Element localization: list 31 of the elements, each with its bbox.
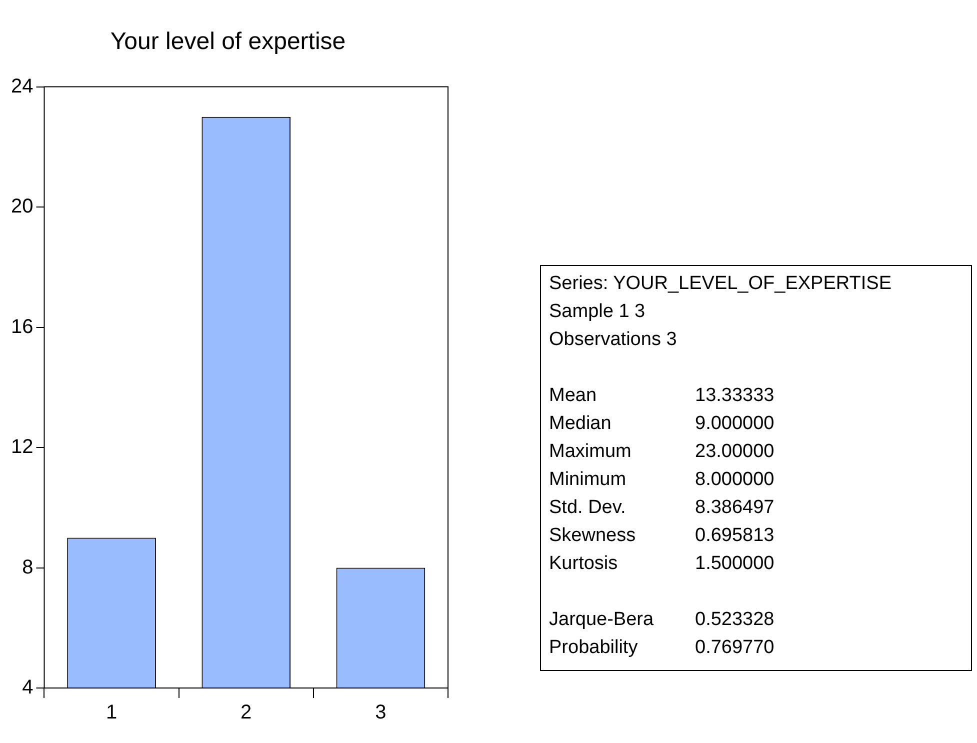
text: Minimum: [549, 468, 628, 492]
chart-title: Your level of expertise: [110, 28, 346, 56]
text: Kurtosis: [549, 552, 619, 576]
y-tick-label: 8: [22, 556, 34, 578]
text: 9.000000: [695, 412, 774, 436]
text: Observations 3: [549, 328, 678, 352]
text: 13.33333: [695, 384, 774, 408]
text: 23.00000: [695, 440, 774, 464]
text: 0.523328: [695, 608, 774, 632]
y-tick-label: 20: [10, 196, 34, 218]
text: Sample 1 3: [549, 300, 646, 324]
y-tick-label: 16: [10, 316, 34, 338]
text: Probability: [549, 636, 639, 660]
text: 8.386497: [695, 496, 774, 520]
text: 8.000000: [695, 468, 774, 492]
y-tick-label: 24: [10, 75, 34, 98]
text: Mean: [549, 384, 598, 408]
x-tick-label: 3: [375, 702, 386, 724]
text: Skewness: [549, 524, 637, 548]
text: 0.695813: [695, 524, 774, 548]
text: Maximum: [549, 440, 632, 464]
text: 1.500000: [695, 552, 774, 576]
text: 0.769770: [695, 636, 774, 660]
y-tick-label: 4: [22, 676, 34, 699]
text: Series: YOUR_LEVEL_OF_EXPERTISE: [549, 272, 893, 296]
text: Median: [549, 412, 612, 436]
text: Std. Dev.: [549, 496, 627, 520]
y-tick-label: 12: [10, 436, 34, 458]
x-tick-label: 2: [240, 702, 252, 724]
x-tick-label: 1: [106, 702, 118, 724]
text: Jarque-Bera: [549, 608, 655, 632]
